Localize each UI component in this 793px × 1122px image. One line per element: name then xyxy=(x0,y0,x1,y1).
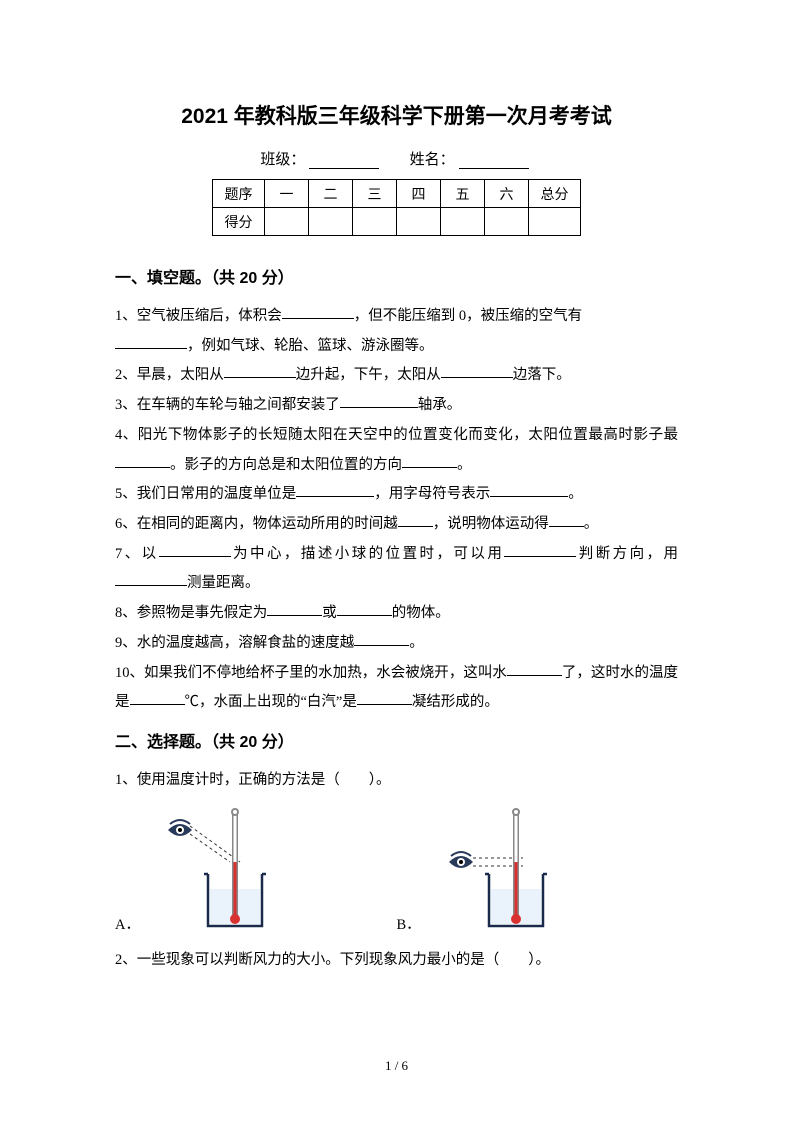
text: ，例如气球、轮胎、篮球、游泳圈等。 xyxy=(187,338,434,354)
text: 8、参照物是事先假定为 xyxy=(115,605,267,621)
page-number: 1 / 6 xyxy=(0,1058,793,1074)
fill-blank[interactable] xyxy=(130,689,185,705)
table-row: 得分 xyxy=(213,208,581,236)
thermometer-diagram-b xyxy=(431,804,581,934)
question-4: 4、阳光下物体影子的长短随太阳在天空中的位置变化而变化，太阳位置最高时影子最。影… xyxy=(115,421,678,480)
question-2: 2、早晨，太阳从 边升起，下午，太阳从 边落下。 xyxy=(115,361,678,391)
choice-label-b: B． xyxy=(397,913,421,934)
cell: 六 xyxy=(485,180,529,208)
text: 。 xyxy=(457,457,472,473)
text: 2、早晨，太阳从 xyxy=(115,367,224,383)
score-blank[interactable] xyxy=(485,208,529,236)
text: 。 xyxy=(584,516,599,532)
s2-question-1: 1、使用温度计时，正确的方法是（ ）。 xyxy=(115,766,678,796)
fill-blank[interactable] xyxy=(402,452,457,468)
text: 3、在车辆的车轮与轴之间都安装了 xyxy=(115,397,340,413)
question-6: 6、在相同的距离内，物体运动所用的时间越 ，说明物体运动得 。 xyxy=(115,510,678,540)
exam-title: 2021 年教科版三年级科学下册第一次月考考试 xyxy=(115,100,678,130)
class-blank[interactable] xyxy=(309,151,379,169)
fill-blank[interactable] xyxy=(504,541,576,557)
fill-blank[interactable] xyxy=(159,541,231,557)
fill-blank[interactable] xyxy=(115,570,187,586)
fill-blank[interactable] xyxy=(267,600,322,616)
fill-blank[interactable] xyxy=(282,303,354,319)
question-7: 7、以 为中心，描述小球的位置时，可以用 判断方向，用测量距离。 xyxy=(115,540,678,599)
text: 5、我们日常用的温度单位是 xyxy=(115,486,296,502)
text: ，但不能压缩到 0，被压缩的空气有 xyxy=(354,308,582,324)
choice-label-a: A． xyxy=(115,913,140,934)
question-5: 5、我们日常用的温度单位是 ，用字母符号表示 。 xyxy=(115,480,678,510)
question-3: 3、在车辆的车轮与轴之间都安装了 轴承。 xyxy=(115,391,678,421)
question-10: 10、如果我们不停地给杯子里的水加热，水会被烧开，这叫水了，这时水的温度是℃，水… xyxy=(115,659,678,718)
text: 测量距离。 xyxy=(187,575,260,591)
choice-b: B． xyxy=(397,804,679,934)
fill-blank[interactable] xyxy=(549,511,584,527)
student-info: 班级： 姓名： xyxy=(115,148,678,169)
text: ，说明物体运动得 xyxy=(433,516,549,532)
text: 7、以 xyxy=(115,546,159,562)
question-8: 8、参照物是事先假定为 或 的物体。 xyxy=(115,599,678,629)
text: 。 xyxy=(568,486,583,502)
s2-q1-choices: A． xyxy=(115,804,678,934)
text: 边落下。 xyxy=(513,367,571,383)
fill-blank[interactable] xyxy=(296,481,374,497)
cell-header: 得分 xyxy=(213,208,265,236)
fill-blank[interactable] xyxy=(115,452,170,468)
name-blank[interactable] xyxy=(459,151,529,169)
text: 凝结形成的。 xyxy=(412,694,499,710)
thermometer-diagram-a xyxy=(150,804,300,934)
section2-heading: 二、选择题。（共 20 分） xyxy=(115,728,678,752)
score-blank[interactable] xyxy=(309,208,353,236)
cell: 三 xyxy=(353,180,397,208)
fill-blank[interactable] xyxy=(507,660,562,676)
text: 4、阳光下物体影子的长短随太阳在天空中的位置变化而变化，太阳位置最高时影子最 xyxy=(115,427,678,443)
text: 或 xyxy=(322,605,337,621)
text: 。影子的方向总是和太阳位置的方向 xyxy=(170,457,402,473)
s2-question-2: 2、一些现象可以判断风力的大小。下列现象风力最小的是（ ）。 xyxy=(115,946,678,976)
text: 9、水的温度越高，溶解食盐的速度越 xyxy=(115,635,354,651)
fill-blank[interactable] xyxy=(115,333,187,349)
fill-blank[interactable] xyxy=(337,600,392,616)
score-blank[interactable] xyxy=(397,208,441,236)
fill-blank[interactable] xyxy=(224,362,296,378)
text: 1、空气被压缩后，体积会 xyxy=(115,308,282,324)
cell: 五 xyxy=(441,180,485,208)
cell-total: 总分 xyxy=(529,180,581,208)
fill-blank[interactable] xyxy=(340,392,418,408)
fill-blank[interactable] xyxy=(354,630,409,646)
text: 轴承。 xyxy=(418,397,462,413)
score-table: 题序 一 二 三 四 五 六 总分 得分 xyxy=(212,179,581,236)
cell: 二 xyxy=(309,180,353,208)
text: 6、在相同的距离内，物体运动所用的时间越 xyxy=(115,516,398,532)
text: 判断方向，用 xyxy=(576,546,678,562)
text: 边升起，下午，太阳从 xyxy=(296,367,441,383)
question-9: 9、水的温度越高，溶解食盐的速度越 。 xyxy=(115,629,678,659)
score-blank[interactable] xyxy=(353,208,397,236)
score-blank[interactable] xyxy=(265,208,309,236)
fill-blank[interactable] xyxy=(398,511,433,527)
class-label: 班级： xyxy=(260,152,305,168)
score-blank[interactable] xyxy=(529,208,581,236)
table-row: 题序 一 二 三 四 五 六 总分 xyxy=(213,180,581,208)
text: ，用字母符号表示 xyxy=(374,486,490,502)
choice-a: A． xyxy=(115,804,397,934)
text: ℃，水面上出现的“白汽”是 xyxy=(185,694,357,710)
cell-header: 题序 xyxy=(213,180,265,208)
text: 的物体。 xyxy=(392,605,450,621)
text: 。 xyxy=(409,635,424,651)
fill-blank[interactable] xyxy=(441,362,513,378)
text: 为中心，描述小球的位置时，可以用 xyxy=(231,546,505,562)
fill-blank[interactable] xyxy=(357,689,412,705)
fill-blank[interactable] xyxy=(490,481,568,497)
section1-heading: 一、填空题。（共 20 分） xyxy=(115,264,678,288)
cell: 一 xyxy=(265,180,309,208)
cell: 四 xyxy=(397,180,441,208)
question-1: 1、空气被压缩后，体积会 ，但不能压缩到 0，被压缩的空气有 ，例如气球、轮胎、篮… xyxy=(115,302,678,361)
name-label: 姓名： xyxy=(410,152,455,168)
score-blank[interactable] xyxy=(441,208,485,236)
text: 10、如果我们不停地给杯子里的水加热，水会被烧开，这叫水 xyxy=(115,665,507,681)
